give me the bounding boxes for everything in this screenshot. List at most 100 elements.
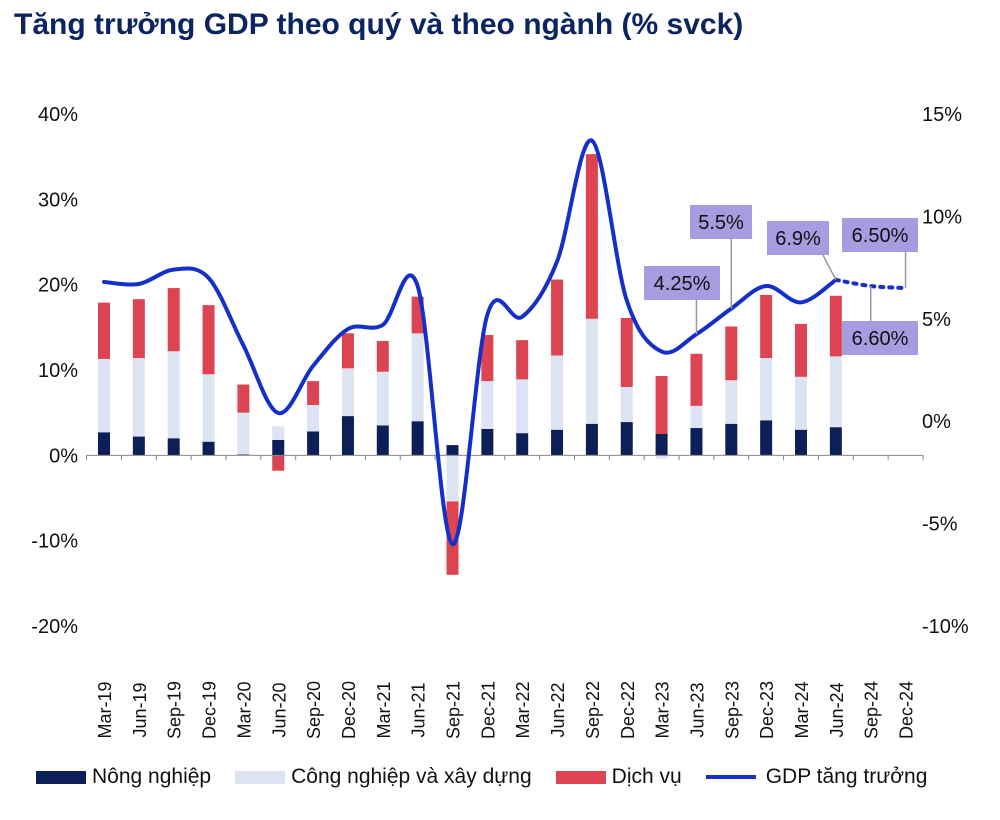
legend-label-services: Dịch vụ	[611, 765, 682, 788]
annotation-label: 4.25%	[654, 273, 711, 295]
bar-agriculture	[411, 421, 424, 456]
y-right-tick-label: 15%	[922, 104, 962, 126]
bar-agriculture	[98, 432, 110, 456]
bar-services	[829, 295, 842, 357]
x-tick-label: Dec-20	[339, 681, 359, 739]
bar-agriculture	[376, 425, 389, 456]
y-right-tick-label: -10%	[922, 616, 969, 638]
bar-agriculture	[516, 433, 529, 456]
bar-industry	[132, 358, 145, 437]
x-tick-label: Jun-19	[130, 682, 150, 737]
y-left-tick-label: -20%	[31, 616, 78, 638]
x-tick-label: Sep-22	[583, 681, 603, 739]
x-tick-label: Sep-21	[444, 681, 464, 739]
bar-services	[167, 288, 180, 352]
x-tick-label: Dec-23	[757, 681, 777, 739]
annotation-label: 6.50%	[852, 225, 909, 247]
x-tick-label: Mar-24	[792, 681, 812, 738]
x-tick-label: Dec-19	[200, 681, 220, 739]
x-tick-label: Mar-20	[234, 681, 254, 738]
bar-industry	[272, 426, 285, 440]
bar-agriculture	[795, 429, 807, 456]
bar-industry	[516, 379, 529, 434]
legend-swatch-services	[555, 770, 606, 784]
x-tick-label: Jun-24	[827, 682, 847, 737]
x-tick-label: Jun-23	[687, 682, 707, 737]
y-right-tick-label: 10%	[922, 206, 962, 228]
bar-industry	[341, 368, 354, 417]
x-tick-label: Sep-24	[862, 681, 882, 739]
bar-industry	[585, 318, 598, 424]
x-tick-label: Dec-24	[897, 681, 917, 739]
bar-agriculture	[829, 427, 842, 456]
legend-swatch-industry	[235, 770, 286, 784]
bar-industry	[202, 374, 215, 442]
y-right-tick-label: -5%	[922, 514, 958, 536]
bar-services	[795, 323, 807, 377]
x-tick-label: Dec-21	[478, 681, 498, 739]
legend-item-agriculture: Nông nghiệp	[36, 765, 211, 789]
bar-agriculture	[725, 423, 738, 456]
bar-industry	[481, 381, 494, 429]
x-tick-label: Sep-20	[304, 681, 324, 739]
bar-agriculture	[202, 441, 215, 456]
bar-industry	[167, 351, 180, 439]
annotation-label: 5.5%	[698, 212, 744, 234]
bar-services	[725, 326, 738, 381]
bar-industry	[655, 455, 668, 459]
legend: Nông nghiệp Công nghiệp và xây dựng Dịch…	[36, 762, 951, 792]
bar-industry	[376, 371, 389, 426]
bar-industry	[760, 358, 773, 421]
bar-agriculture	[760, 420, 773, 456]
bar-agriculture	[551, 429, 564, 456]
bar-services	[98, 302, 110, 359]
annotation-box	[842, 321, 918, 355]
y-left-tick-label: 20%	[38, 275, 78, 297]
y-left-tick-label: 30%	[38, 189, 78, 211]
y-left-tick-label: -10%	[31, 531, 78, 553]
bar-industry	[98, 358, 110, 433]
legend-swatch-agriculture	[36, 770, 86, 784]
bar-services	[481, 335, 494, 382]
bar-industry	[237, 412, 250, 455]
legend-item-industry: Công nghiệp và xây dựng	[235, 765, 532, 789]
x-tick-label: Mar-21	[374, 681, 394, 738]
bar-agriculture	[307, 431, 320, 456]
bar-agriculture	[481, 428, 494, 456]
bar-services	[760, 294, 773, 359]
annotation-label: 6.9%	[775, 228, 821, 250]
bar-services	[446, 501, 459, 575]
legend-label-gdp: GDP tăng trưởng	[765, 765, 928, 788]
y-left-tick-label: 0%	[49, 445, 78, 467]
bar-agriculture	[690, 428, 703, 456]
x-tick-label: Jun-20	[269, 682, 289, 737]
x-tick-label: Jun-22	[548, 682, 568, 737]
bar-industry	[690, 405, 703, 429]
bar-services	[307, 381, 320, 405]
y-left-tick-label: 10%	[38, 360, 78, 382]
bar-industry	[725, 380, 738, 424]
bar-services	[132, 299, 145, 359]
x-tick-label: Dec-22	[618, 681, 638, 739]
bar-industry	[551, 355, 564, 430]
bar-services	[690, 353, 703, 406]
bar-services	[585, 154, 598, 319]
annotation-label: 6.60%	[852, 328, 909, 350]
bar-services	[655, 375, 668, 434]
y-right-tick-label: 0%	[922, 411, 951, 433]
bar-services	[202, 305, 215, 375]
bar-industry	[620, 387, 633, 423]
legend-label-agriculture: Nông nghiệp	[92, 765, 212, 788]
x-tick-label: Sep-23	[722, 681, 742, 739]
annotation-box	[842, 218, 918, 252]
x-tick-label: Jun-21	[409, 682, 429, 737]
bar-agriculture	[446, 445, 459, 456]
annotation-leader	[822, 254, 837, 281]
chart-title: Tăng trưởng GDP theo quý và theo ngành (…	[14, 8, 744, 41]
annotation-box	[644, 266, 720, 300]
bar-industry	[829, 356, 842, 428]
annotation-box	[767, 221, 829, 255]
legend-item-gdp: GDP tăng trưởng	[705, 765, 928, 789]
bar-services	[551, 279, 564, 356]
